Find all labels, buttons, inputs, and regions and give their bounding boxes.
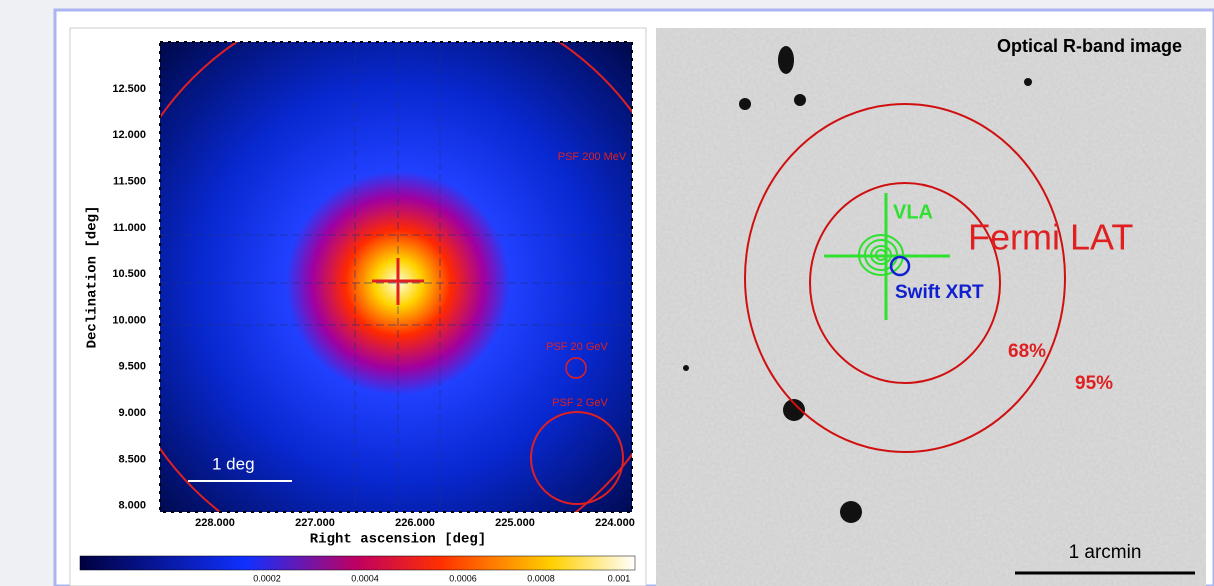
y-tick-label: 10.000: [112, 314, 146, 326]
colorbar-tick-label: 0.0004: [351, 573, 379, 583]
overlay-label: Swift XRT: [895, 282, 984, 303]
y-tick-label: 8.500: [118, 453, 146, 465]
y-tick-label: 12.500: [112, 83, 146, 95]
y-tick-label: 12.000: [112, 129, 146, 141]
colorbar: [80, 556, 635, 570]
x-axis-label: Right ascension [deg]: [310, 532, 486, 548]
colorbar-tick-label: 0.0008: [527, 573, 555, 583]
x-tick-label: 225.000: [495, 517, 535, 529]
optical-image: [656, 28, 1206, 586]
overlay-label: VLA: [893, 201, 933, 223]
x-tick-label: 228.000: [195, 517, 235, 529]
figure: 12.500 12.000 11.500 11.000 10.500 10.000 9.50…: [0, 0, 1214, 586]
y-tick-label: 10.500: [112, 268, 146, 280]
psf-label: PSF 200 MeV: [558, 151, 627, 163]
scale-label: 1 arcmin: [1069, 542, 1142, 563]
y-tick-label: 8.000: [118, 500, 146, 512]
x-tick-label: 224.000: [595, 517, 635, 529]
psf-label: PSF 20 GeV: [546, 341, 608, 353]
overlay-label: 95%: [1075, 373, 1113, 394]
colorbar-tick-label: 0.0006: [449, 573, 477, 583]
y-tick-label: 9.500: [118, 361, 146, 373]
scale-label: 1 deg: [212, 454, 255, 473]
y-tick-label: 11.500: [113, 176, 146, 188]
colorbar-tick-label: 0.001: [608, 573, 631, 583]
colorbar-tick-label: 0.0002: [253, 573, 281, 583]
overlay-label: Fermi LAT: [968, 217, 1133, 258]
y-axis-label: Declination [deg]: [85, 206, 101, 349]
y-tick-label: 11.000: [113, 222, 146, 234]
x-tick-label: 226.000: [395, 517, 435, 529]
overlay-label: 68%: [1008, 341, 1046, 362]
image-title: Optical R-band image: [997, 36, 1182, 56]
psf-label: PSF 2 GeV: [552, 397, 608, 409]
y-tick-label: 9.000: [118, 407, 146, 419]
heatmap: [108, 0, 688, 573]
x-tick-label: 227.000: [295, 517, 335, 529]
